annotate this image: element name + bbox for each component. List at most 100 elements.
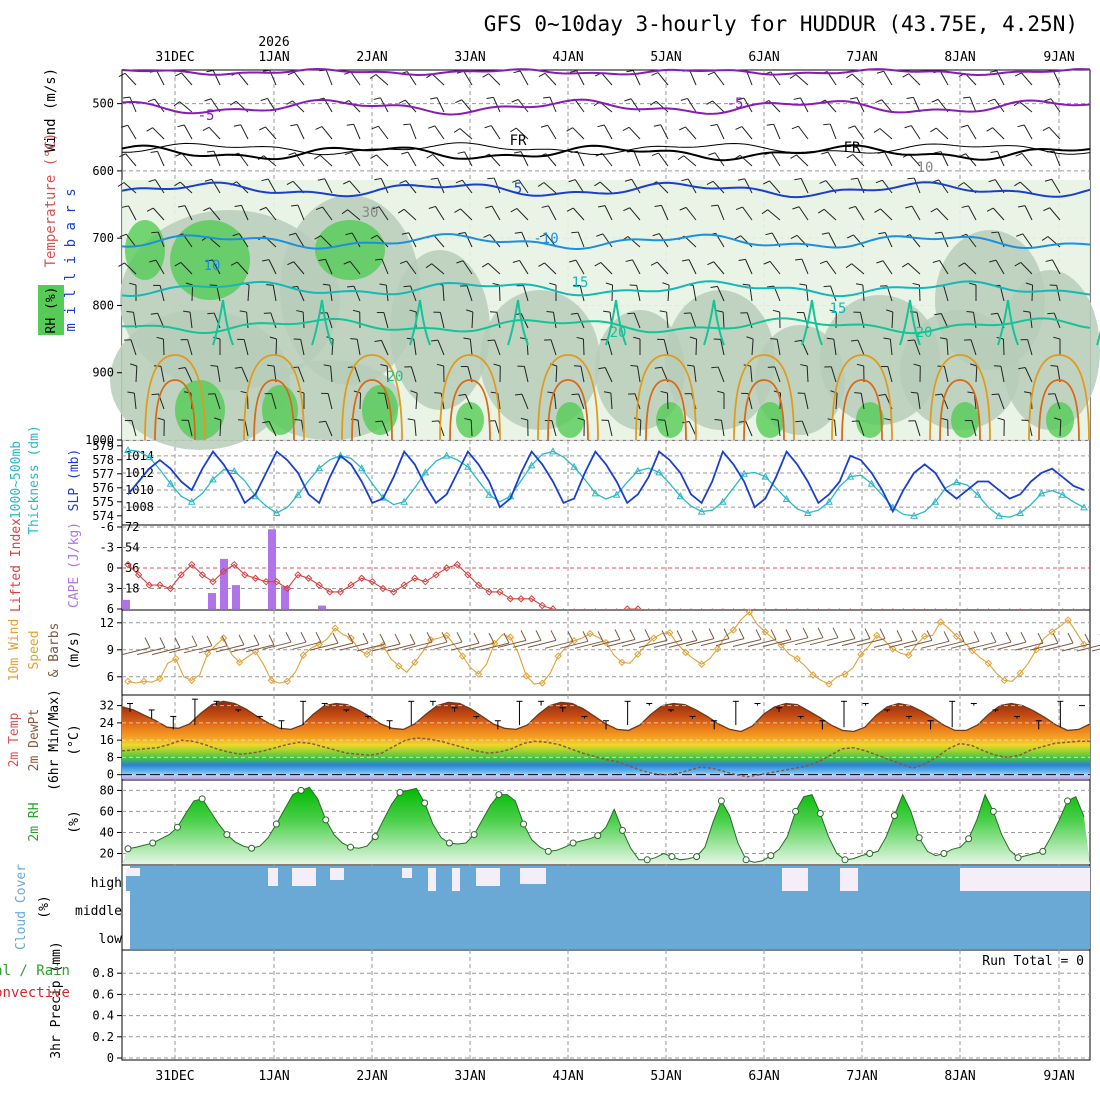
rh-shading	[110, 180, 1100, 450]
cape-tick-label: 72	[125, 520, 139, 534]
barb-flag	[707, 261, 714, 266]
wind-barb	[1047, 236, 1061, 248]
thickness-tick-label: 579	[92, 439, 114, 453]
rh-marker	[124, 845, 132, 853]
barb-flag	[481, 262, 489, 268]
warm-contour	[144, 354, 206, 441]
barb-flag	[714, 418, 722, 421]
thickness-marker	[1037, 489, 1046, 497]
wind-barb	[851, 73, 865, 86]
wind-barb	[574, 98, 585, 113]
wind-barb	[688, 259, 697, 275]
wind-barb	[1002, 338, 1005, 356]
wind-tick-label: 6	[107, 670, 114, 684]
wind-barb	[602, 233, 613, 248]
wind-speed-marker	[522, 672, 531, 680]
barb-flag	[819, 260, 827, 265]
wind-barb	[664, 420, 669, 437]
wind-barb	[409, 123, 417, 140]
wind-barb	[827, 151, 837, 167]
wind-barb	[263, 155, 277, 167]
surface-wind-barb	[591, 639, 621, 647]
barb-flag	[204, 98, 212, 102]
barb-flag	[651, 152, 659, 157]
wind-barb	[272, 285, 277, 302]
wind-speed-marker	[809, 671, 817, 679]
chart-title: GFS 0~10day 3-hourly for HUDDUR (43.75E,…	[484, 12, 1078, 36]
barb-flag	[873, 128, 881, 133]
barb-flag	[1044, 178, 1052, 182]
surface-barb-flag	[943, 631, 950, 642]
barb-flag	[886, 309, 893, 313]
barb-flag	[539, 233, 547, 238]
surface-wind-barb	[606, 639, 636, 647]
wind-barb	[769, 180, 781, 194]
wind-barb	[407, 151, 417, 167]
barb-flag	[737, 97, 745, 101]
wind-barb	[805, 285, 809, 302]
barb-flag	[484, 125, 492, 129]
wind-barb	[769, 261, 781, 275]
wind-barb	[666, 312, 669, 329]
wind-barb	[496, 312, 501, 329]
wind-barb	[858, 420, 865, 437]
barb-flag	[969, 282, 977, 286]
wind-barb	[324, 178, 333, 194]
cloud-high-partial	[402, 878, 412, 891]
wind-speed-marker	[793, 655, 801, 663]
thickness-axis-label-2: Thickness (dm)	[27, 425, 42, 535]
surface-barb-flag	[879, 628, 886, 639]
barb-flag	[850, 177, 858, 180]
barb-flag	[795, 420, 803, 423]
barb-flag	[823, 285, 831, 288]
barb-flag	[765, 232, 773, 236]
wind-barb	[965, 153, 977, 167]
wind-barb	[1056, 285, 1061, 302]
wind-barb	[521, 232, 529, 248]
contour-label: FR	[844, 140, 861, 156]
wind-barb	[891, 311, 894, 329]
barb-flag	[492, 282, 500, 286]
rh-marker	[322, 816, 330, 824]
barb-flag	[314, 235, 321, 240]
barb-flag	[510, 208, 518, 213]
thickness-marker	[719, 497, 727, 505]
wind-barb	[415, 393, 418, 410]
wind-barb	[181, 72, 193, 86]
wind-barb	[489, 234, 501, 248]
wind-barb	[658, 152, 669, 167]
warm-contour	[341, 354, 403, 441]
surface-barb-flag	[144, 637, 151, 648]
barb-flag	[603, 391, 611, 394]
barb-flag	[651, 72, 659, 76]
panel-frame	[121, 949, 1091, 1061]
thickness-marker	[676, 492, 685, 500]
barb-flag	[157, 417, 165, 421]
barb-flag	[130, 363, 137, 367]
barb-flag	[288, 152, 296, 156]
surface-barb-flag	[362, 632, 369, 644]
barb-flag	[1018, 367, 1026, 370]
wind-barb	[431, 263, 445, 275]
barb-flag	[397, 208, 405, 214]
barb-flag	[1017, 124, 1025, 128]
barb-flag	[662, 282, 670, 286]
thickness-marker	[209, 475, 217, 483]
wind-barb	[713, 71, 725, 86]
barb-flag	[346, 123, 354, 126]
wind-barb	[1027, 339, 1033, 356]
barb-flag	[906, 96, 914, 99]
wind-barb	[575, 259, 585, 275]
wind-barb	[498, 284, 501, 302]
lifted-index-marker	[209, 577, 217, 586]
surface-barb-flag	[832, 627, 839, 638]
wind-barb	[300, 339, 305, 356]
surface-wind-barb	[183, 645, 213, 654]
surface-wind-barb	[779, 637, 809, 646]
barb-flag	[913, 363, 921, 367]
contour-labels: -5 -5 FR FR 5 10 -10 15 15 20 20 10 30 20	[198, 96, 934, 385]
barb-flag	[458, 393, 466, 396]
cape-bar	[122, 599, 130, 609]
wind-barb	[829, 123, 837, 140]
wind-barb	[998, 393, 1005, 410]
